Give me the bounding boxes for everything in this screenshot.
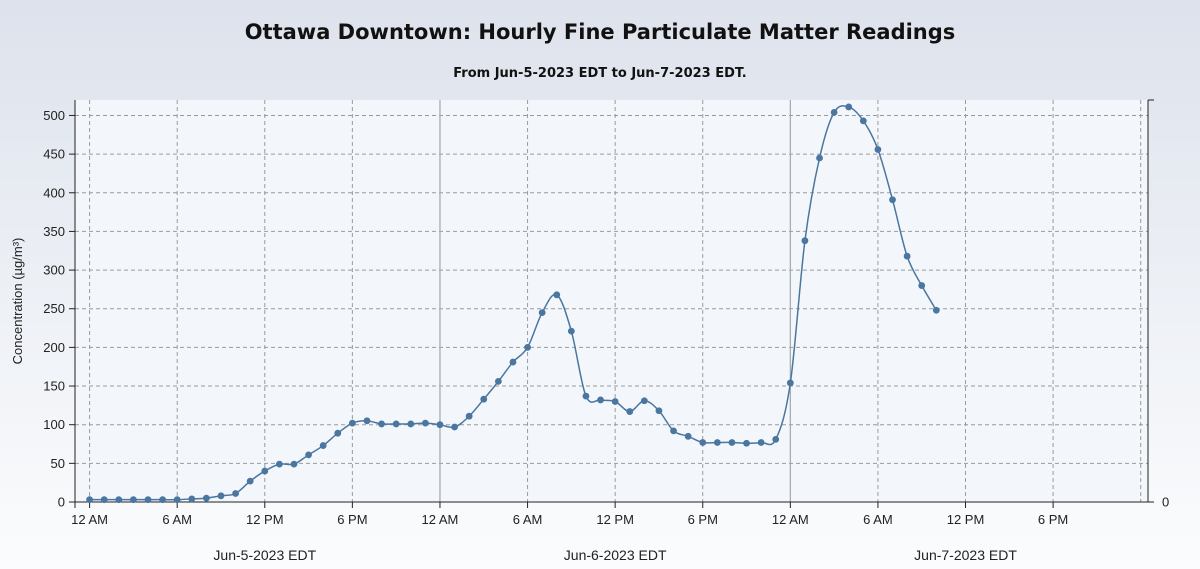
y-axis-label: Concentration (µg/m³): [10, 238, 25, 365]
x-tick-label: 12 PM: [596, 512, 634, 527]
x-tick-label: 12 AM: [772, 512, 809, 527]
x-tick-label: 12 AM: [422, 512, 459, 527]
x-tick-label: 6 PM: [337, 512, 367, 527]
data-point: [655, 407, 663, 415]
data-point: [392, 420, 400, 428]
y-tick-label: 0: [58, 495, 65, 510]
data-point: [582, 392, 590, 400]
data-point: [100, 496, 108, 504]
data-point: [699, 439, 707, 446]
data-point: [334, 429, 342, 437]
y-tick-label: 250: [43, 301, 65, 316]
data-point: [772, 435, 780, 443]
data-point: [786, 379, 794, 387]
data-point: [538, 309, 546, 316]
data-point: [611, 398, 619, 405]
data-point: [86, 496, 93, 504]
data-point: [378, 420, 385, 428]
plot-area: [75, 100, 1148, 502]
data-point: [509, 358, 517, 366]
y-tick-label: 400: [43, 185, 65, 200]
y-tick-label: 150: [43, 379, 65, 394]
date-label: Jun-6-2023 EDT: [564, 547, 667, 563]
date-label: Jun-5-2023 EDT: [213, 547, 316, 563]
data-point: [932, 306, 940, 314]
data-point: [305, 451, 312, 459]
x-tick-label: 6 AM: [162, 512, 192, 527]
y-tick-label: 300: [43, 263, 65, 278]
y-tick-label: 500: [43, 108, 65, 123]
data-point: [889, 196, 896, 204]
data-point: [436, 421, 444, 429]
data-point: [407, 420, 415, 428]
data-point: [903, 252, 911, 260]
data-point: [275, 460, 283, 468]
data-point: [684, 432, 692, 440]
data-point: [597, 396, 604, 404]
data-point: [728, 439, 736, 446]
y-tick-label: 450: [43, 147, 65, 162]
data-point: [217, 492, 225, 500]
y-tick-label: 350: [43, 224, 65, 239]
x-tick-label: 6 AM: [863, 512, 893, 527]
day-dividers: [439, 100, 791, 502]
data-point: [713, 439, 721, 446]
chart-subtitle: From Jun-5-2023 EDT to Jun-7-2023 EDT.: [453, 66, 747, 81]
data-point: [553, 291, 561, 299]
y-tick-label: 50: [51, 456, 65, 471]
x-tick-label: 12 PM: [947, 512, 985, 527]
data-point: [129, 496, 137, 504]
data-point: [159, 496, 166, 504]
data-point: [261, 467, 269, 475]
data-point: [743, 439, 750, 447]
data-point: [670, 427, 677, 435]
data-point: [363, 417, 371, 425]
series-group: [86, 103, 940, 504]
data-point: [232, 490, 239, 497]
data-point: [144, 496, 152, 504]
data-point: [465, 412, 473, 420]
data-point: [801, 237, 809, 245]
grid-lines: [75, 100, 1148, 502]
x-tick-label: 12 PM: [246, 512, 284, 527]
data-point: [918, 282, 926, 289]
data-point: [494, 378, 502, 385]
data-point: [115, 496, 123, 504]
data-point: [757, 439, 765, 446]
right-axis-tick-label: 0: [1162, 495, 1169, 510]
axes: [69, 99, 1154, 508]
data-point: [451, 423, 458, 431]
data-point: [859, 117, 867, 125]
data-point: [480, 395, 488, 403]
data-point: [421, 419, 429, 427]
data-point: [173, 496, 181, 504]
x-tick-label: 6 PM: [688, 512, 718, 527]
data-point: [626, 408, 634, 415]
y-tick-label: 100: [43, 417, 65, 432]
x-tick-label: 6 AM: [513, 512, 543, 527]
x-tick-label: 6 PM: [1038, 512, 1068, 527]
data-point: [816, 154, 823, 162]
data-point: [567, 327, 575, 335]
chart-title: Ottawa Downtown: Hourly Fine Particulate…: [244, 20, 956, 44]
data-point: [830, 108, 838, 116]
data-point: [874, 146, 882, 153]
data-point: [524, 343, 531, 351]
y-tick-label: 200: [43, 340, 65, 355]
x-tick-label: 12 AM: [71, 512, 108, 527]
data-point: [188, 495, 196, 503]
data-point: [246, 477, 254, 485]
data-point: [845, 103, 853, 111]
data-point: [202, 494, 210, 502]
data-point: [640, 397, 648, 405]
date-label: Jun-7-2023 EDT: [914, 547, 1017, 563]
data-point: [290, 460, 298, 468]
axis-labels: 0 50 100 150 200 250 300 350 400 450 500 12 AM 6 AM 1…: [43, 108, 1169, 563]
data-point: [319, 442, 327, 449]
data-point: [348, 419, 356, 427]
